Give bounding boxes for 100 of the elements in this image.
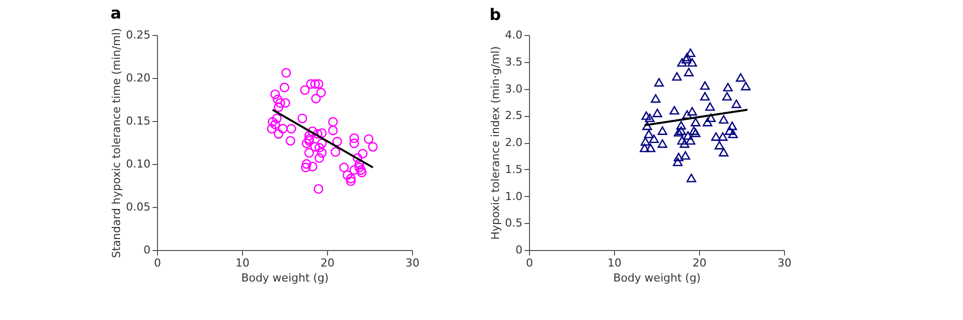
y-tick-label: 0.25 — [126, 28, 150, 42]
point — [328, 117, 338, 127]
point — [300, 85, 310, 95]
point — [654, 78, 664, 87]
point — [270, 120, 280, 130]
x-tick-label: 30 — [778, 256, 792, 270]
x-tick-label: 30 — [406, 256, 420, 270]
point — [646, 144, 656, 152]
point — [724, 126, 734, 135]
point — [274, 102, 284, 112]
point — [300, 162, 311, 172]
chart-title: a — [110, 3, 122, 22]
point — [732, 100, 742, 108]
point — [266, 124, 277, 134]
point — [700, 81, 710, 90]
point — [705, 102, 715, 111]
y-tick-label: 2.0 — [505, 136, 522, 149]
point — [332, 136, 342, 146]
point — [736, 73, 746, 82]
point — [302, 159, 312, 169]
point — [641, 111, 652, 120]
y-tick-label: 0 — [144, 244, 150, 256]
point — [682, 110, 692, 119]
point — [364, 134, 374, 144]
point — [286, 136, 296, 146]
point — [275, 98, 286, 108]
point — [644, 130, 654, 138]
point — [357, 168, 367, 178]
point — [317, 128, 327, 138]
point — [314, 142, 324, 152]
point — [314, 79, 324, 89]
point — [316, 88, 326, 98]
point — [644, 114, 655, 122]
y-tick-label: 3.0 — [505, 82, 522, 96]
x-tick-label: 0 — [526, 256, 533, 270]
point — [690, 128, 700, 138]
point — [272, 114, 282, 124]
y-tick-label: 0.05 — [126, 200, 150, 214]
point — [352, 153, 362, 163]
x-tick-label: 0 — [154, 256, 161, 270]
point — [674, 128, 684, 137]
point — [358, 148, 368, 159]
point — [304, 148, 314, 158]
point — [349, 165, 360, 175]
point — [310, 142, 320, 152]
point — [310, 79, 320, 89]
point — [702, 118, 712, 126]
point — [680, 139, 690, 148]
point — [740, 82, 751, 90]
point — [723, 82, 733, 92]
point — [676, 121, 686, 130]
point — [317, 148, 327, 158]
point — [314, 184, 324, 194]
point — [302, 138, 312, 148]
point — [274, 129, 284, 139]
point — [308, 162, 318, 172]
point — [683, 131, 693, 140]
point — [676, 126, 686, 135]
point — [714, 140, 724, 150]
point — [690, 118, 700, 126]
point — [672, 158, 683, 166]
point — [308, 126, 318, 136]
point — [642, 122, 652, 130]
point — [268, 117, 278, 127]
x-tick-label: 20 — [320, 256, 334, 270]
point — [298, 114, 308, 124]
point — [686, 48, 696, 58]
y-axis-title: Standard hypoxic tolerance time (min/ml) — [110, 28, 124, 258]
y-tick-label: 0 — [516, 244, 522, 256]
point — [711, 132, 721, 141]
point — [649, 134, 659, 144]
point — [687, 107, 698, 116]
y-tick-label: 2.5 — [505, 109, 522, 122]
y-tick-label: 1.5 — [505, 162, 522, 176]
y-tick-label: 4.0 — [505, 28, 522, 42]
y-tick-label: 1.0 — [505, 190, 522, 203]
x-tick-label: 10 — [608, 256, 622, 270]
point — [718, 115, 728, 124]
x-axis-title: Body weight (g) — [613, 272, 701, 284]
point — [328, 126, 338, 136]
y-tick-label: 3.5 — [505, 55, 522, 68]
point — [672, 72, 682, 81]
point — [727, 122, 737, 130]
point — [684, 68, 694, 76]
point — [658, 139, 668, 148]
point — [640, 137, 650, 146]
point — [278, 124, 288, 134]
point — [312, 129, 322, 139]
point — [342, 170, 352, 180]
point — [286, 124, 296, 134]
point — [311, 94, 321, 104]
point — [280, 98, 290, 108]
point — [718, 132, 728, 141]
point — [682, 52, 692, 62]
point — [677, 58, 687, 67]
point — [339, 162, 349, 172]
point — [658, 126, 668, 135]
point — [680, 151, 690, 160]
x-axis-title: Body weight (g) — [241, 272, 329, 284]
point — [686, 136, 696, 145]
